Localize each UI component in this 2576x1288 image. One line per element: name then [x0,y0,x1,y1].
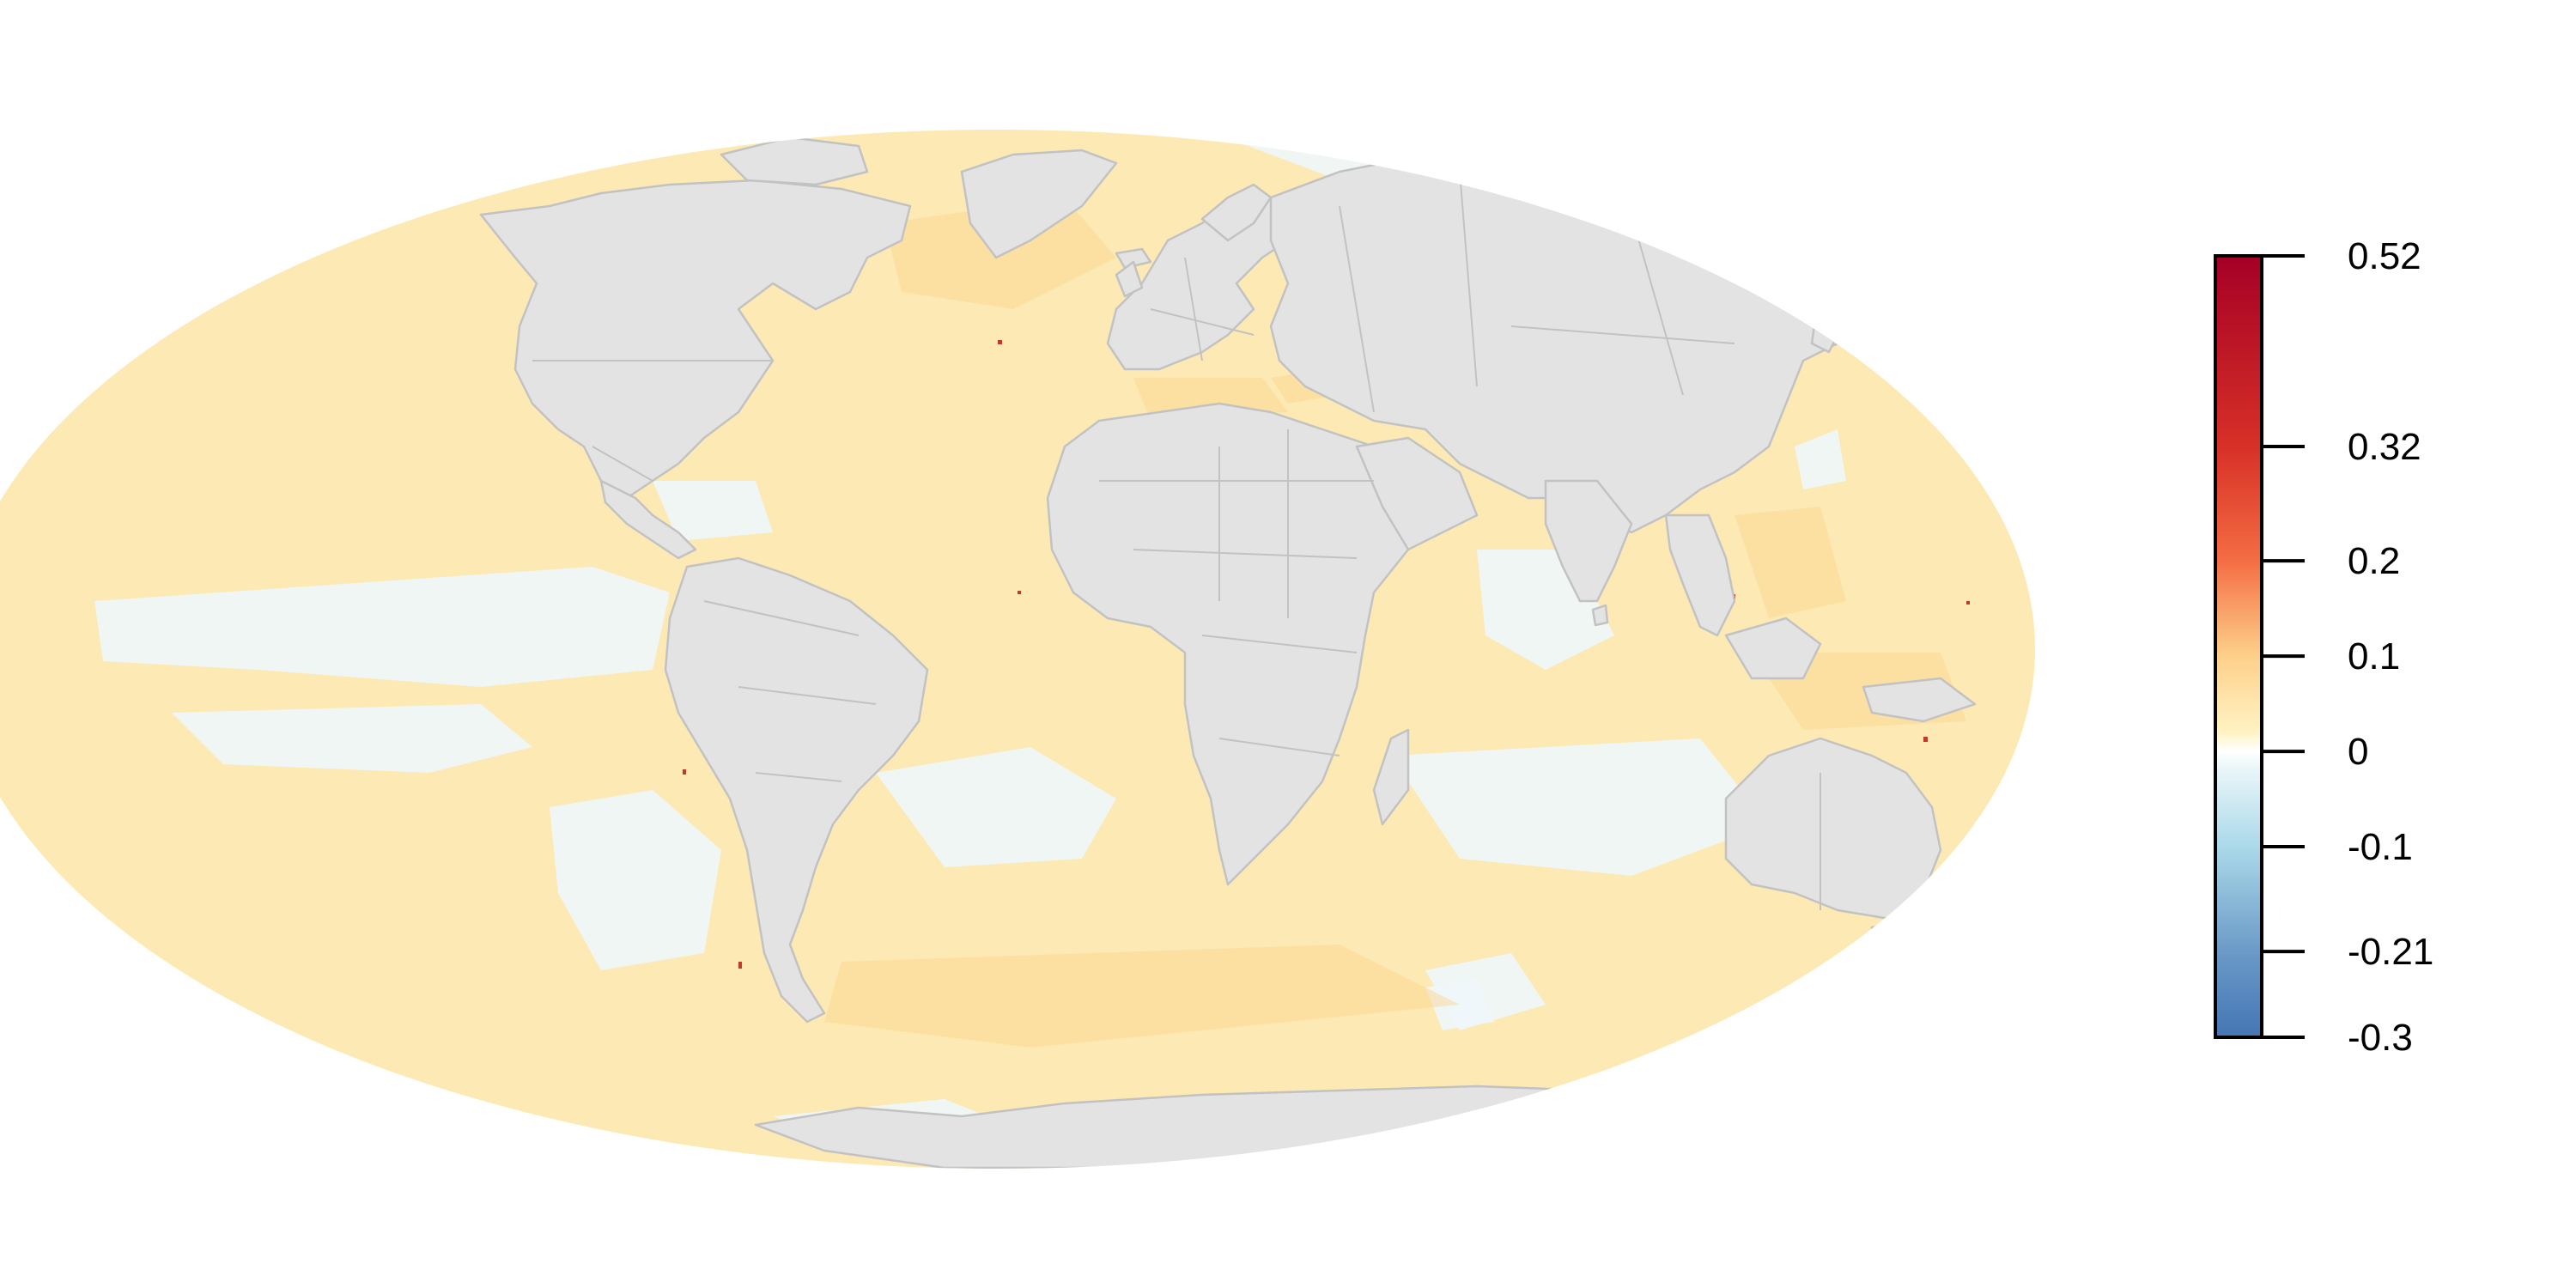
sri-lanka [1591,604,1609,627]
central-america [599,479,697,560]
border [1631,214,1684,396]
central-pacific-cool-band [172,704,532,773]
border [1201,635,1358,653]
hotspot [738,962,742,969]
borneo-sumatra [1724,617,1822,680]
border [1339,205,1375,413]
border [738,686,877,705]
border [1150,308,1255,336]
border [1459,171,1478,387]
hotspot [998,340,1002,344]
border [1218,738,1340,756]
map-globe [0,130,2035,1169]
southeast-asia [1664,513,1736,637]
japan [1810,273,1848,354]
hotspot [1966,601,1970,605]
border [1184,257,1203,361]
greenland [960,149,1118,259]
new-guinea [1862,677,1977,723]
tasmania [1870,924,1891,946]
border [592,446,653,482]
colorbar-tick-label: 0.2 [2348,540,2400,582]
border [755,772,842,782]
caribbean-cool-patch [653,481,773,541]
hotspot [1018,591,1021,594]
pacific-north-cool-patch [1795,429,1846,489]
colorbar-ticks: 0.52 0.32 0.2 0.1 0 -0.1 -0.21 -0.3 [2262,235,2433,1059]
colorbar-tick-label: -0.21 [2348,931,2433,973]
south-atlantic-cool-patch [876,747,1116,867]
new-zealand [1930,891,2002,981]
colorbar-frame [2214,254,2263,1039]
india [1544,479,1633,603]
south-china-sea-warm-patch [1735,507,1846,618]
colorbar-tick-label: -0.1 [2348,826,2413,868]
south-america [664,556,929,1024]
border [703,600,860,636]
iceland [1115,247,1152,270]
colorbar-tick-label: -0.3 [2348,1017,2413,1059]
australia [1724,737,1942,920]
british-isles [1115,260,1144,298]
south-pacific-cool-patch [550,790,721,970]
hotspot [683,769,686,775]
hotspot [1923,737,1928,742]
country-borders [532,171,1821,910]
arabian-peninsula [1355,436,1479,551]
equatorial-pacific-cool-band [94,567,670,687]
colorbar-legend: 0.52 0.32 0.2 0.1 0 -0.1 -0.21 -0.3 [2214,235,2433,1059]
southern-ocean-warm-band [824,945,1460,1048]
colorbar-tick-label: 0.52 [2348,235,2421,277]
colorbar-gradient-bar [2215,256,2262,1037]
africa [1046,402,1419,886]
north-america [479,179,912,500]
border [1510,325,1735,344]
colorbar-tick-label: 0.1 [2348,635,2400,677]
canadian-archipelago [720,136,869,186]
madagascar [1372,728,1410,826]
weddell-cool-patch [1425,979,1494,1030]
south-indian-cool-patch [1391,738,1769,876]
border [1133,549,1358,559]
colorbar-tick-label: 0.32 [2348,426,2421,468]
colorbar-tick-label: 0 [2348,731,2368,773]
